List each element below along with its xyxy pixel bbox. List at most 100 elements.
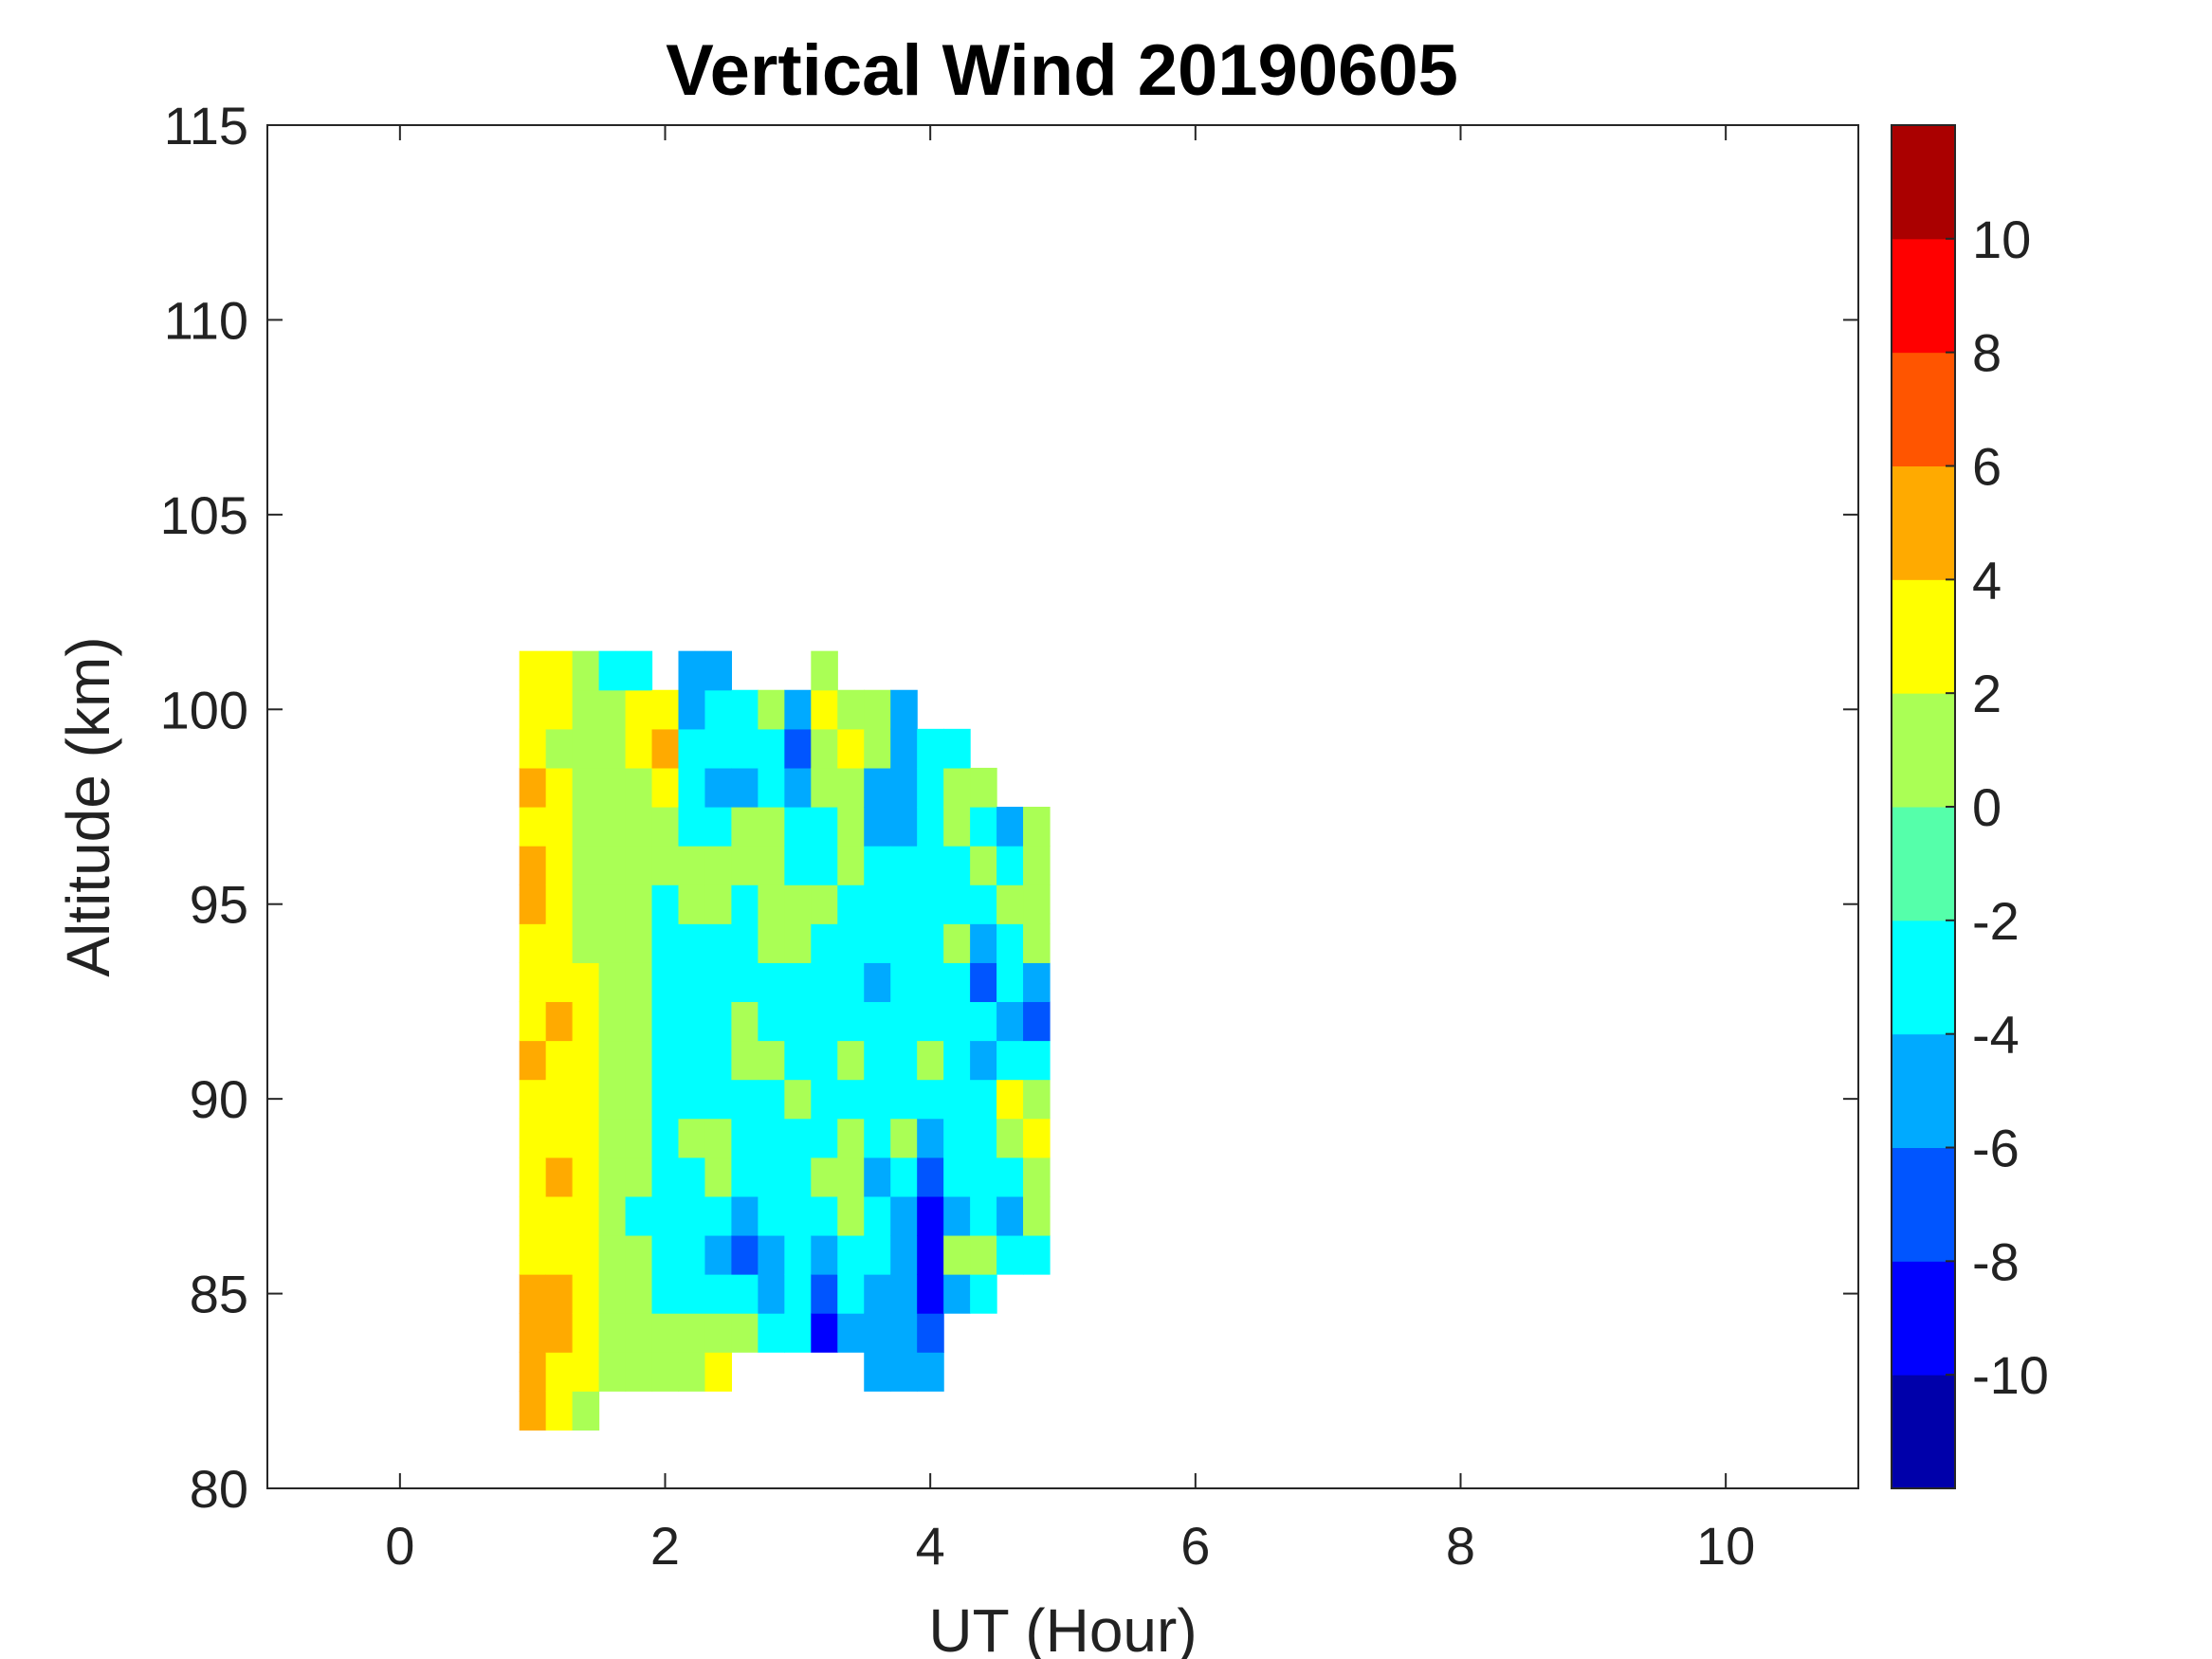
contour-cell bbox=[545, 1274, 574, 1314]
contour-cell bbox=[572, 807, 600, 847]
contour-cell bbox=[598, 1274, 627, 1314]
colorbar-segment bbox=[1892, 352, 1955, 466]
contour-cell bbox=[678, 650, 706, 691]
contour-cell bbox=[704, 923, 733, 963]
colorbar-tick-label: 2 bbox=[1972, 664, 2002, 723]
contour-cell bbox=[970, 884, 997, 924]
contour-cell bbox=[625, 962, 653, 1003]
contour-cell bbox=[917, 884, 944, 924]
contour-cell bbox=[545, 1118, 574, 1158]
colorbar-segment bbox=[1892, 579, 1955, 694]
x-axis: 0 2 4 6 8 10 bbox=[385, 125, 1755, 1576]
contour-cell bbox=[811, 884, 838, 924]
contour-cell bbox=[519, 1118, 547, 1158]
contour-cell bbox=[678, 767, 706, 808]
contour-cell bbox=[970, 1195, 997, 1236]
contour-cell bbox=[996, 1234, 1024, 1275]
contour-cell bbox=[917, 1234, 944, 1275]
contour-cell bbox=[784, 1234, 812, 1275]
contour-cell bbox=[651, 1001, 680, 1042]
contour-cell bbox=[811, 1118, 838, 1158]
contour-cell bbox=[704, 728, 733, 769]
contour-cell bbox=[678, 689, 706, 730]
contour-cell bbox=[598, 689, 627, 730]
contour-cell bbox=[837, 1157, 865, 1197]
y-axis: 80 85 90 95 100 105 110 115 bbox=[160, 96, 1858, 1519]
contour-cell bbox=[598, 1040, 627, 1081]
contour-cell bbox=[864, 923, 891, 963]
contour-cell bbox=[704, 1352, 733, 1392]
contour-cell bbox=[572, 962, 600, 1003]
contour-cell bbox=[890, 1157, 918, 1197]
contour-cell bbox=[890, 728, 918, 769]
contour-cell bbox=[598, 1352, 627, 1392]
contour-cell bbox=[572, 1118, 600, 1158]
contour-cell bbox=[651, 807, 680, 847]
contour-cell bbox=[784, 846, 812, 885]
contour-cell bbox=[1023, 846, 1051, 885]
contour-cell bbox=[943, 923, 971, 963]
contour-cell bbox=[625, 1079, 653, 1120]
contour-cell bbox=[731, 1001, 759, 1042]
contour-cell bbox=[731, 1040, 759, 1081]
contour-cell bbox=[678, 923, 706, 963]
contour-cell bbox=[784, 1040, 812, 1081]
contour-cell bbox=[917, 1274, 944, 1314]
y-tick-label: 105 bbox=[160, 485, 248, 545]
contour-cell bbox=[545, 1079, 574, 1120]
contour-cell bbox=[678, 962, 706, 1003]
contour-cell bbox=[519, 1001, 547, 1042]
contour-cell bbox=[1023, 1118, 1051, 1158]
x-tick-label: 10 bbox=[1696, 1516, 1755, 1576]
contour-cell bbox=[598, 1234, 627, 1275]
contour-cell bbox=[837, 962, 865, 1003]
contour-cell bbox=[864, 1040, 891, 1081]
contour-cell bbox=[917, 767, 944, 808]
contour-cell bbox=[651, 1118, 680, 1158]
contour-cell bbox=[943, 1157, 971, 1197]
contour-cell bbox=[704, 807, 733, 847]
contour-cell bbox=[598, 846, 627, 885]
colorbar-tick-label: 8 bbox=[1972, 323, 2002, 383]
contour-cell bbox=[625, 728, 653, 769]
colorbar-tick-label: 0 bbox=[1972, 777, 2002, 837]
colorbar-segment bbox=[1892, 1261, 1955, 1376]
contour-cell bbox=[784, 807, 812, 847]
contour-cell bbox=[572, 650, 600, 691]
contour-cell bbox=[519, 1391, 547, 1431]
contour-field bbox=[519, 650, 1051, 1431]
contour-cell bbox=[678, 1234, 706, 1275]
contour-cell bbox=[731, 1118, 759, 1158]
contour-cell bbox=[545, 767, 574, 808]
contour-cell bbox=[651, 1195, 680, 1236]
contour-cell bbox=[545, 1391, 574, 1431]
contour-cell bbox=[651, 1079, 680, 1120]
contour-cell bbox=[731, 1079, 759, 1120]
contour-cell bbox=[1023, 884, 1051, 924]
contour-cell bbox=[545, 807, 574, 847]
contour-cell bbox=[890, 846, 918, 885]
contour-cell bbox=[625, 1040, 653, 1081]
contour-cell bbox=[811, 1274, 838, 1314]
contour-cell bbox=[572, 689, 600, 730]
contour-cell bbox=[837, 728, 865, 769]
contour-cell bbox=[784, 689, 812, 730]
contour-cell bbox=[970, 1040, 997, 1081]
contour-cell bbox=[970, 923, 997, 963]
contour-cell bbox=[837, 884, 865, 924]
y-tick-label: 85 bbox=[190, 1265, 248, 1324]
contour-cell bbox=[758, 1079, 785, 1120]
contour-cell bbox=[651, 689, 680, 730]
contour-cell bbox=[704, 1040, 733, 1081]
contour-cell bbox=[651, 884, 680, 924]
contour-cell bbox=[811, 1040, 838, 1081]
contour-cell bbox=[758, 1195, 785, 1236]
chart-title: Vertical Wind 20190605 bbox=[666, 30, 1458, 111]
contour-cell bbox=[519, 884, 547, 924]
contour-cell bbox=[572, 1274, 600, 1314]
contour-cell bbox=[519, 1079, 547, 1120]
contour-cell bbox=[811, 1313, 838, 1353]
contour-cell bbox=[731, 923, 759, 963]
y-tick-label: 95 bbox=[190, 875, 248, 935]
contour-cell bbox=[784, 1195, 812, 1236]
